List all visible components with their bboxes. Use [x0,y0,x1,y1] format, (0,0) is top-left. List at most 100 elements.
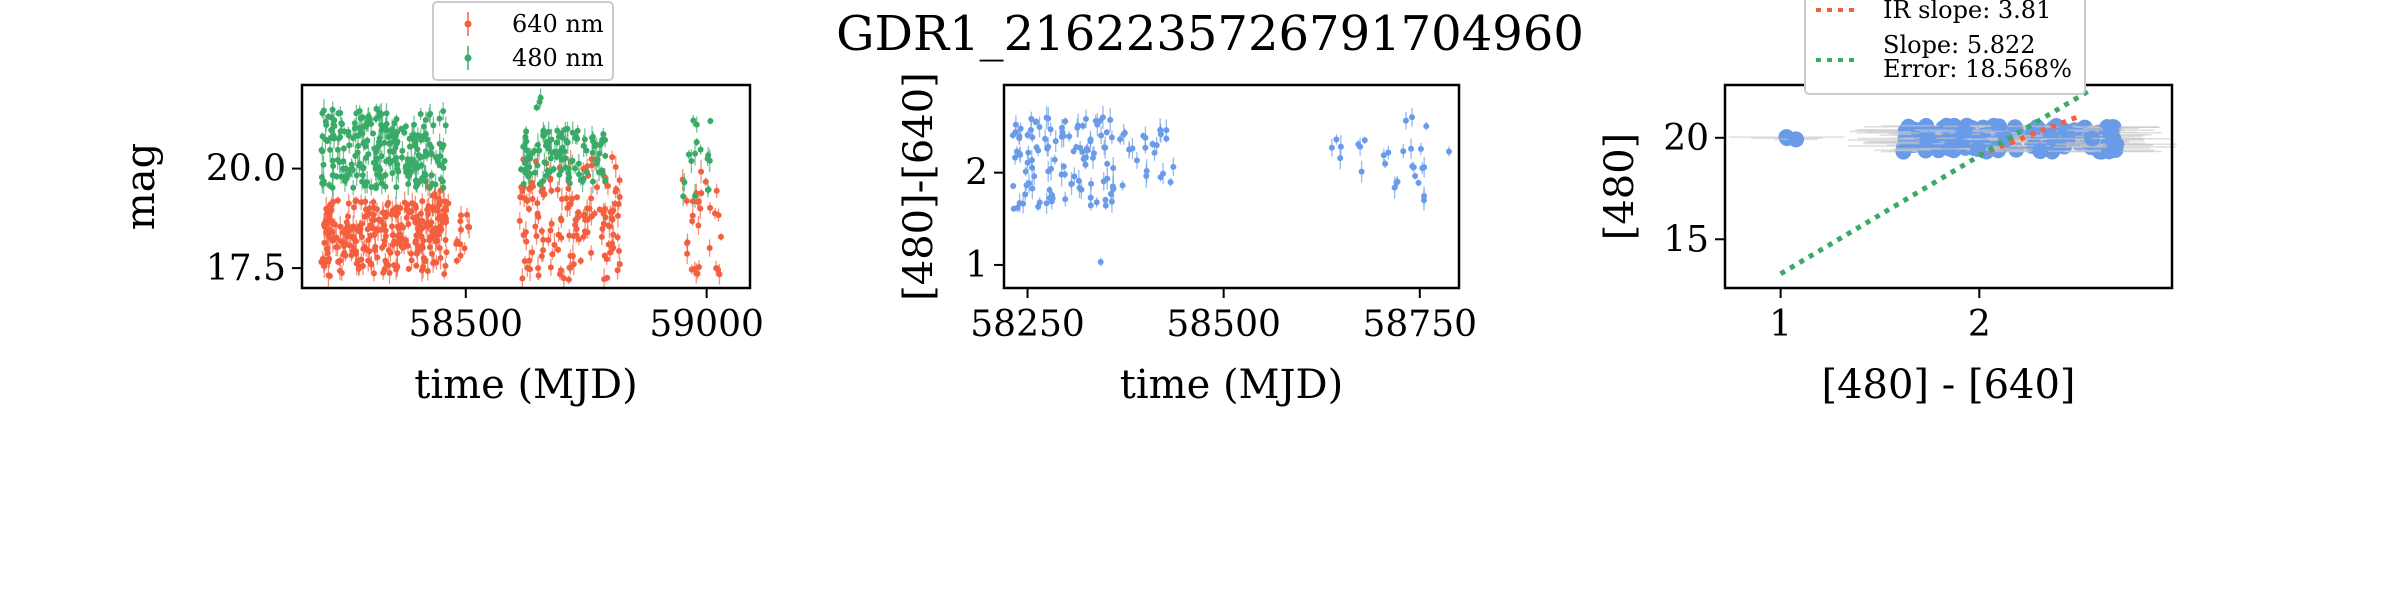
light-curve-point [548,187,555,194]
light-curve-point [430,122,437,129]
color-curve-point [1333,136,1340,143]
light-curve-point [324,209,331,216]
light-curve-point [359,178,366,185]
color-curve-point [1092,117,1099,124]
light-curve-point [616,247,623,254]
axes-color-curve: 58250 58500 58750 1 2 time (MJD) [480]-[640] [896,72,1477,408]
light-curve-point [382,233,389,240]
light-curve-point [430,260,437,267]
light-curve-point [437,255,444,262]
color-curve-point [1071,173,1078,180]
light-curve-point [572,216,579,223]
light-curve-point [424,136,431,143]
color-curve-point [1120,131,1127,138]
color-curve-point [1133,157,1140,164]
light-curve-point [609,245,616,252]
color-curve-point [1025,149,1032,156]
light-curve-point [415,226,422,233]
color-curve-point [1117,136,1124,143]
light-curve-point [690,117,697,124]
light-curve-point [534,141,541,148]
light-curve-point [373,145,380,152]
light-curve-point [689,198,696,205]
y-axis-label: [480] [1597,133,1643,241]
light-curve-point [353,172,360,179]
light-curve-point [393,140,400,147]
light-curve-point [406,143,413,150]
color-curve-point [1412,173,1419,180]
light-curve-point [329,106,336,113]
light-curve-point [335,258,342,265]
light-curve-point [378,127,385,134]
color-curve-point [1027,126,1034,133]
light-curve-point [327,146,334,153]
light-curve-point [573,134,580,141]
light-curve-point [414,164,421,171]
light-curve-point [564,204,571,211]
x-tick-label: 58250 [970,304,1085,345]
light-curve-point [453,257,460,264]
color-curve-point [1361,137,1368,144]
color-curve-point [1093,199,1100,206]
light-curve-point [461,245,468,252]
color-curve-point [1029,185,1036,192]
color-curve-point [1046,187,1053,194]
light-curve-point [556,133,563,140]
light-curve-point [573,226,580,233]
light-curve-point [343,175,350,182]
light-curve-point [399,147,406,154]
light-curve-point [616,177,623,184]
light-curve-point [426,184,433,191]
slope-fit-line [1779,88,2090,276]
light-curve-point [529,195,536,202]
light-curve-point [705,152,712,159]
light-curve-point [569,195,576,202]
light-curve-point [394,161,401,168]
light-curve-point [418,136,425,143]
color-curve-point [1142,134,1149,141]
light-curve-point [436,140,443,147]
light-curve-point [389,129,396,136]
light-curve-point [358,256,365,263]
color-curve-point [1023,182,1030,189]
color-curve-point [1060,163,1067,170]
light-curve-point [436,244,443,251]
light-curve-point [614,234,621,241]
light-curve-point [409,157,416,164]
light-curve-point [355,142,362,149]
light-curve-point [432,181,439,188]
color-magnitude-frame [1723,83,2174,290]
light-curve-point [516,217,523,224]
color-curve-point [1051,156,1058,163]
light-curve-point [588,195,595,202]
light-curve-point [426,111,433,118]
light-curve-point [334,244,341,251]
color-curve-point [1031,173,1038,180]
light-curve-point [324,250,331,257]
color-magnitude-point [1788,131,1805,148]
light-curve-point [361,243,368,250]
light-curve-point [532,169,539,176]
light-curve-point [406,207,413,214]
light-curve-point [408,250,415,257]
light-curve-point [566,264,573,271]
light-curve-point [361,213,368,220]
light-curve-point [345,200,352,207]
light-curve-point [681,179,688,186]
color-magnitude-legend: IR slope: 3.81 Slope: 5.822 Error: 18.568% [1804,0,2086,95]
light-curve-point [692,150,699,157]
color-curve-point [1060,133,1067,140]
light-curve-point [693,121,700,128]
light-curve-point [680,193,687,200]
x-tick-label: 1 [1769,304,1792,345]
light-curve-point [425,210,432,217]
light-curve-point [403,214,410,221]
light-curve-point [520,143,527,150]
light-curve-point [336,267,343,274]
y-tick-label: 20.0 [206,149,286,190]
light-curve-point [464,211,471,218]
light-curve-point [575,160,582,167]
light-curve-point [574,194,581,201]
color-curve-point [1107,116,1114,123]
color-magnitude-point [2106,139,2123,156]
